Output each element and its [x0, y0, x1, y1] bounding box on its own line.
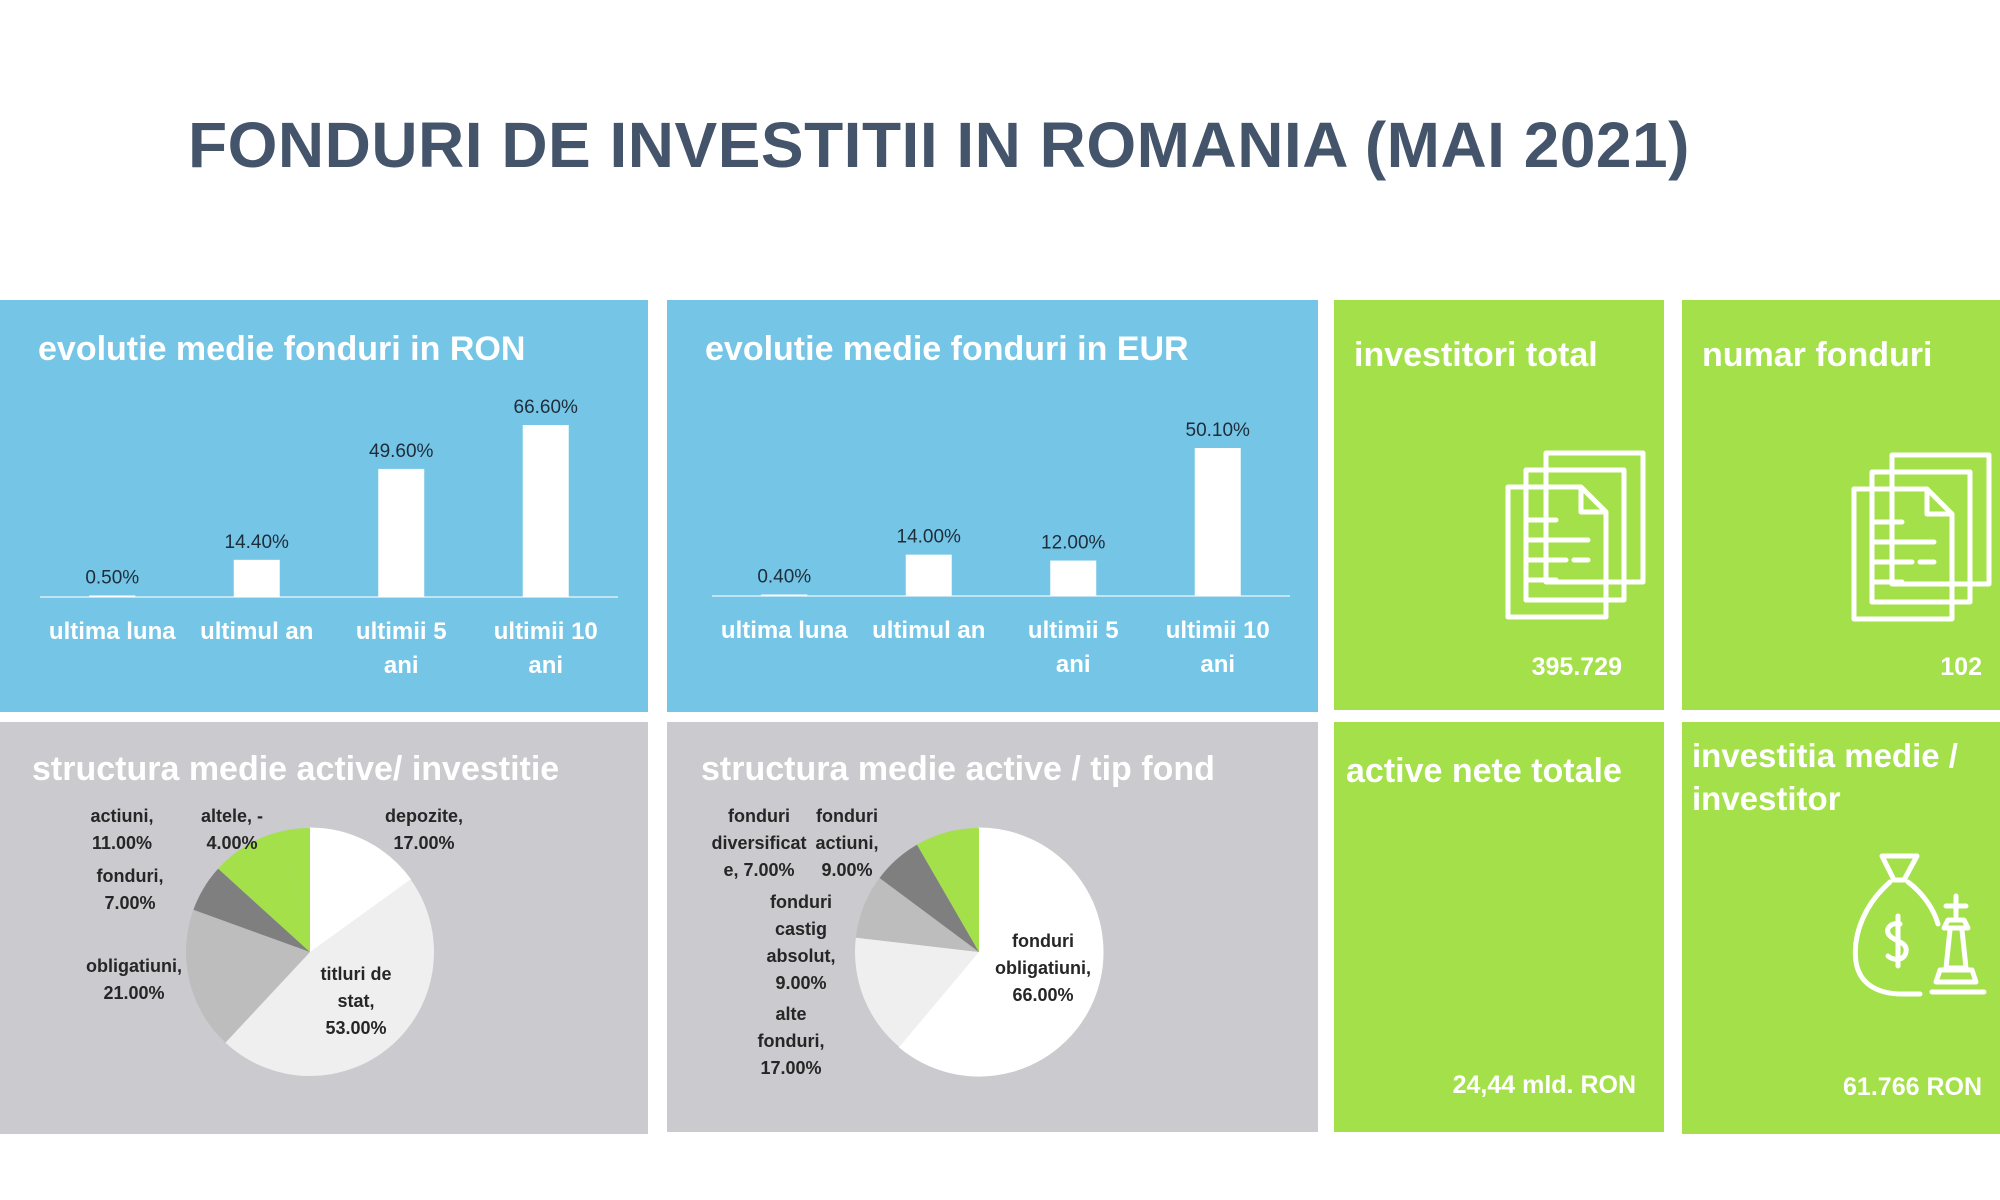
tick-label: ultimul an — [200, 618, 313, 645]
pie-chart-investitie: depozite, 17.00% titluri de stat, 53.00% obli… — [86, 806, 463, 1076]
pie-slice — [218, 831, 310, 952]
kpi-active-nete: active nete totale 24,44 mld. RON — [1334, 722, 1664, 1132]
tick-label: ultimii 5 ani — [1028, 617, 1119, 678]
pie-slice — [282, 828, 310, 952]
pie-chart-tip-fond: fonduri obligatiuni, 66.00% alte fonduri, 17.… — [711, 806, 1104, 1078]
pie-slice — [193, 868, 310, 952]
bar-chart-ron: 0.50% ultima luna 14.40% ultimul an 49.60% ul… — [40, 397, 618, 679]
data-label: 49.60% — [369, 441, 434, 462]
bar — [89, 595, 136, 597]
money-bag-chess-icon — [1852, 853, 1987, 997]
slice-label: fonduri, 7.00% — [97, 866, 164, 913]
panel-structura-investitie: structura medie active/ investitie depoz… — [0, 722, 648, 1134]
kpi-value: 102 — [1940, 653, 1982, 681]
bar — [1050, 560, 1097, 596]
slice-label: titluri de stat, 53.00% — [321, 964, 392, 1038]
bar — [233, 559, 280, 597]
tick-label: ultimii 10 ani — [1166, 617, 1270, 678]
panel-title: structura medie active/ investitie — [32, 750, 560, 788]
pie-slice — [898, 827, 1104, 1077]
bar-chart-eur: 0.40% ultima luna 14.00% ultimul an 12.00% ul… — [712, 420, 1290, 678]
tick-label: ultimul an — [872, 617, 985, 644]
panel-evolutie-eur: evolutie medie fonduri in EUR 0.40% ultim… — [667, 300, 1318, 712]
slice-label: fonduri actiuni, 9.00% — [815, 806, 878, 880]
page-title: FONDURI DE INVESTITII IN ROMANIA (MAI 20… — [188, 109, 1690, 181]
kpi-value: 395.729 — [1531, 653, 1622, 681]
slice-label: actiuni, 11.00% — [90, 806, 153, 853]
panel-structura-tip-fond: structura medie active / tip fond fondur… — [667, 722, 1318, 1132]
kpi-title: investitori total — [1354, 336, 1598, 374]
kpi-title: active nete totale — [1346, 752, 1622, 790]
bar — [378, 468, 425, 597]
slice-label: altele, -4.00% — [201, 806, 263, 853]
data-label: 12.00% — [1041, 533, 1106, 554]
bar — [522, 425, 569, 597]
data-label: 50.10% — [1186, 420, 1251, 441]
panel-title: evolutie medie fonduri in RON — [38, 330, 526, 368]
pie-slice — [855, 937, 979, 1047]
kpi-investitia-medie: investitia medie / investitor 61.766 RON — [1682, 722, 2000, 1134]
data-label: 0.50% — [85, 568, 139, 589]
kpi-numar-fonduri: numar fonduri 102 — [1682, 300, 2000, 710]
pie-slice — [309, 827, 412, 953]
data-label: 66.60% — [514, 397, 579, 418]
panel-title: structura medie active / tip fond — [701, 750, 1215, 788]
panel-evolutie-ron: evolutie medie fonduri in RON 0.50% ultim… — [0, 300, 648, 712]
slice-label: obligatiuni, 21.00% — [86, 956, 182, 1003]
slice-label: fonduri castig absolut, 9.00% — [766, 892, 835, 993]
data-label: 0.40% — [757, 567, 811, 588]
kpi-value: 61.766 RON — [1843, 1073, 1982, 1101]
kpi-value: 24,44 mld. RON — [1452, 1071, 1636, 1099]
tick-label: ultima luna — [721, 617, 848, 644]
pie-slice — [225, 879, 435, 1076]
panel-title: evolutie medie fonduri in EUR — [705, 330, 1189, 368]
pie-slice — [917, 828, 979, 952]
pie-slice — [855, 877, 979, 952]
bar — [1194, 448, 1241, 596]
kpi-investitori: investitori total 395.729 — [1334, 300, 1664, 710]
slice-label: depozite, 17.00% — [385, 806, 463, 853]
kpi-title: numar fonduri — [1702, 336, 1933, 374]
pie-slice — [879, 844, 979, 952]
documents-icon — [1505, 450, 1646, 620]
pie-slice — [186, 909, 310, 1043]
data-label: 14.00% — [897, 527, 962, 548]
kpi-title: investitia medie / investitor — [1692, 737, 1958, 817]
tick-label: ultimii 5 ani — [356, 618, 447, 679]
tick-label: ultima luna — [49, 618, 176, 645]
bar — [905, 554, 952, 596]
bar — [761, 594, 808, 596]
data-label: 14.40% — [225, 532, 290, 553]
slice-label: fonduri obligatiuni, 66.00% — [995, 931, 1091, 1005]
documents-icon — [1851, 452, 1992, 622]
slice-label: alte fonduri, 17.00% — [758, 1004, 825, 1078]
tick-label: ultimii 10 ani — [494, 618, 598, 679]
slice-label: fonduri diversificat e, 7.00% — [711, 806, 806, 880]
